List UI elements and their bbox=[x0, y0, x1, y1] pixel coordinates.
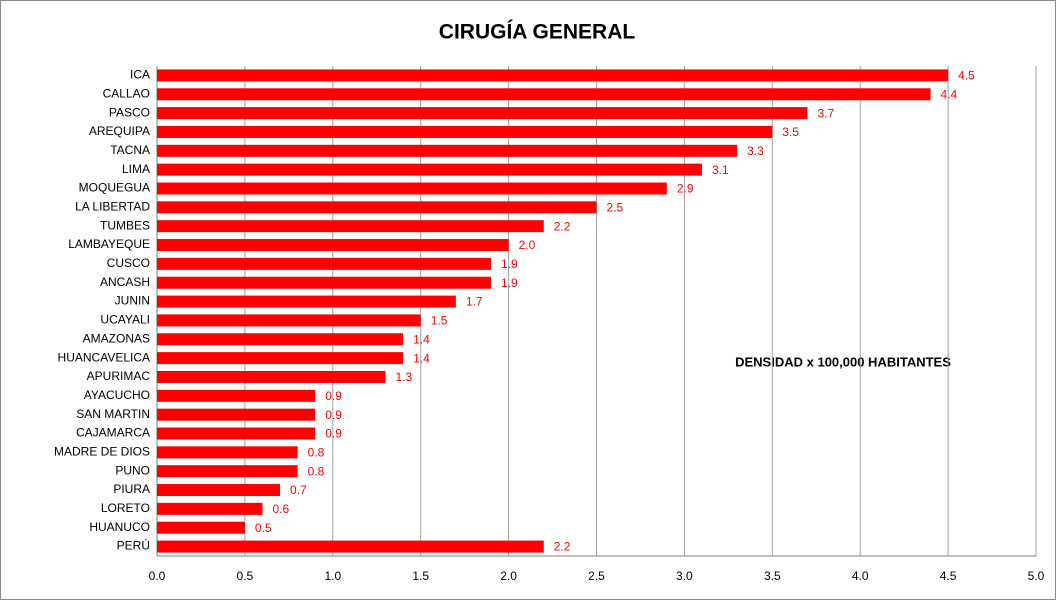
value-label: 0.5 bbox=[255, 521, 272, 535]
x-tick-label: 0.5 bbox=[237, 569, 254, 583]
value-label: 1.4 bbox=[413, 351, 430, 365]
value-label: 2.2 bbox=[554, 540, 571, 554]
value-label: 4.5 bbox=[958, 69, 975, 83]
value-label: 2.0 bbox=[519, 238, 536, 252]
x-tick-label: 1.0 bbox=[324, 569, 341, 583]
x-tick-label: 3.5 bbox=[764, 569, 781, 583]
bar bbox=[157, 408, 316, 421]
bar bbox=[157, 201, 597, 214]
bar bbox=[157, 163, 702, 176]
y-tick-label: SAN MARTIN bbox=[76, 407, 150, 421]
y-tick-label: AYACUCHO bbox=[84, 388, 150, 402]
y-tick-label: ICA bbox=[130, 68, 150, 82]
bar bbox=[157, 107, 808, 120]
x-tick-label: 3.0 bbox=[676, 569, 693, 583]
bar bbox=[157, 239, 509, 252]
x-tick-label: 1.5 bbox=[412, 569, 429, 583]
y-tick-label: TUMBES bbox=[100, 218, 150, 232]
bar bbox=[157, 502, 263, 515]
y-tick-label: HUANUCO bbox=[89, 520, 150, 534]
annotation: DENSIDAD x 100,000 HABITANTES bbox=[735, 354, 951, 369]
x-tick-label: 2.5 bbox=[588, 569, 605, 583]
bar bbox=[157, 314, 421, 327]
value-label: 0.9 bbox=[325, 389, 342, 403]
chart-title: CIRUGÍA GENERAL bbox=[439, 21, 636, 44]
bar bbox=[157, 295, 456, 308]
x-tick-label: 4.5 bbox=[940, 569, 957, 583]
bar bbox=[157, 88, 931, 101]
value-label: 0.9 bbox=[325, 427, 342, 441]
x-tick-label: 2.0 bbox=[500, 569, 517, 583]
value-label: 3.5 bbox=[782, 125, 799, 139]
value-label: 1.3 bbox=[396, 370, 413, 384]
y-tick-label: TACNA bbox=[110, 143, 150, 157]
bar bbox=[157, 446, 298, 459]
x-tick-label: 4.0 bbox=[852, 569, 869, 583]
value-label: 2.9 bbox=[677, 182, 694, 196]
bar bbox=[157, 484, 281, 497]
value-label: 4.4 bbox=[941, 87, 958, 101]
y-tick-label: MADRE DE DIOS bbox=[54, 445, 150, 459]
bar bbox=[157, 427, 316, 440]
value-label: 3.1 bbox=[712, 163, 729, 177]
y-tick-label: PIURA bbox=[113, 482, 150, 496]
y-tick-label: PUNO bbox=[115, 463, 150, 477]
y-tick-label: LA LIBERTAD bbox=[75, 200, 150, 214]
bar bbox=[157, 69, 949, 82]
value-label: 1.4 bbox=[413, 332, 430, 346]
bar bbox=[157, 333, 404, 346]
value-label: 0.8 bbox=[308, 446, 325, 460]
y-tick-label: LAMBAYEQUE bbox=[68, 237, 150, 251]
value-label: 2.5 bbox=[607, 201, 624, 215]
bar bbox=[157, 370, 386, 383]
value-label: 0.6 bbox=[272, 502, 289, 516]
y-tick-label: LIMA bbox=[122, 162, 150, 176]
value-label: 0.9 bbox=[325, 408, 342, 422]
bar bbox=[157, 144, 738, 157]
y-tick-label: LORETO bbox=[101, 501, 150, 515]
value-label: 2.2 bbox=[554, 219, 571, 233]
bar bbox=[157, 540, 544, 553]
bar bbox=[157, 352, 404, 365]
bar bbox=[157, 257, 492, 270]
bar bbox=[157, 389, 316, 402]
y-tick-label: ANCASH bbox=[100, 275, 150, 289]
value-label: 1.9 bbox=[501, 276, 518, 290]
y-tick-label: AMAZONAS bbox=[83, 331, 150, 345]
value-label: 3.3 bbox=[747, 144, 764, 158]
value-label: 1.5 bbox=[431, 314, 448, 328]
value-label: 1.9 bbox=[501, 257, 518, 271]
y-tick-label: CUSCO bbox=[107, 256, 150, 270]
y-tick-label: PERÚ bbox=[117, 538, 150, 553]
y-tick-label: APURIMAC bbox=[87, 369, 151, 383]
y-tick-label: AREQUIPA bbox=[89, 124, 150, 138]
value-label: 0.8 bbox=[308, 464, 325, 478]
y-tick-label: HUANCAVELICA bbox=[58, 350, 150, 364]
bar bbox=[157, 182, 667, 195]
y-tick-label: MOQUEGUA bbox=[79, 181, 150, 195]
x-tick-label: 0.0 bbox=[149, 569, 166, 583]
value-label: 3.7 bbox=[817, 106, 834, 120]
value-label: 0.7 bbox=[290, 483, 307, 497]
bar bbox=[157, 465, 298, 478]
y-tick-label: UCAYALI bbox=[100, 313, 150, 327]
y-tick-label: CAJAMARCA bbox=[76, 426, 150, 440]
y-tick-label: PASCO bbox=[109, 105, 150, 119]
y-tick-label: JUNIN bbox=[115, 294, 150, 308]
x-tick-label: 5.0 bbox=[1028, 569, 1045, 583]
bar bbox=[157, 521, 245, 534]
bar bbox=[157, 125, 773, 138]
bar bbox=[157, 276, 492, 289]
value-label: 1.7 bbox=[466, 295, 483, 309]
bar bbox=[157, 220, 544, 233]
y-tick-label: CALLAO bbox=[103, 86, 150, 100]
